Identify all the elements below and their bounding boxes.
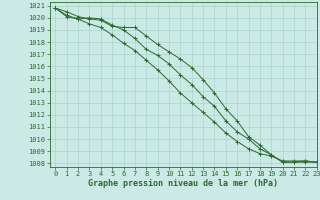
X-axis label: Graphe pression niveau de la mer (hPa): Graphe pression niveau de la mer (hPa) [88, 179, 278, 188]
